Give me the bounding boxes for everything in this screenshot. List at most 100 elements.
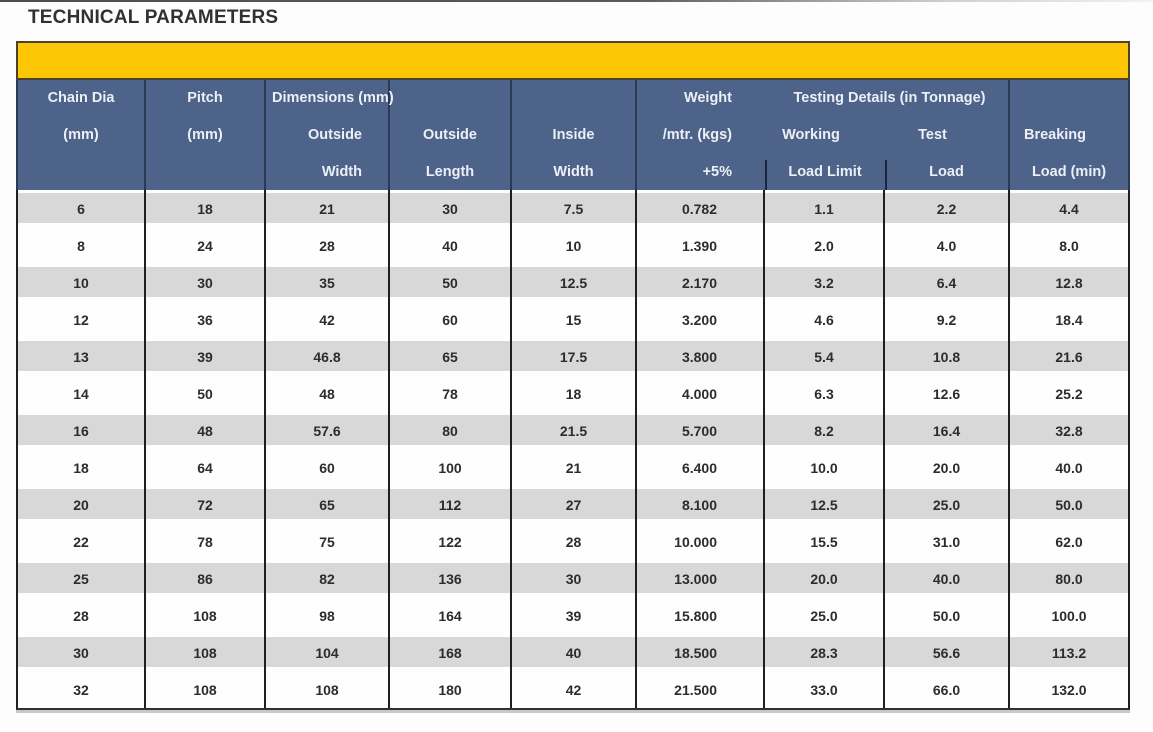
table-cell: 9.2 xyxy=(885,301,1010,338)
table-cell: 30 xyxy=(512,560,637,597)
table-cell: 1.1 xyxy=(765,190,885,227)
table-row-8: 18 64 60 100 21 6.400 10.0 20.0 40.0 xyxy=(18,449,1128,486)
table-cell: 28 xyxy=(266,227,390,264)
header-cell-col9: Breaking Load (min) xyxy=(1010,80,1128,190)
table-cell: 32.8 xyxy=(1010,412,1128,449)
header-label: Outside xyxy=(423,127,477,143)
table-cell: 112 xyxy=(390,486,512,523)
table-cell: 6.4 xyxy=(885,264,1010,301)
table-cell: 6.3 xyxy=(765,375,885,412)
header-label: Width xyxy=(321,163,362,180)
table-cell: 57.6 xyxy=(266,412,390,449)
header-label: Breaking xyxy=(1023,127,1087,143)
table-cell: 3.2 xyxy=(765,264,885,301)
table-row-4: 12 36 42 60 15 3.200 4.6 9.2 18.4 xyxy=(18,301,1128,338)
table-cell: 113.2 xyxy=(1010,634,1128,671)
header-label: Length xyxy=(425,163,475,180)
table-cell: 16.4 xyxy=(885,412,1010,449)
table-cell: 8.2 xyxy=(765,412,885,449)
table-cell: 25 xyxy=(18,560,146,597)
table-cell: 13 xyxy=(18,338,146,375)
table-cell: 50 xyxy=(390,264,512,301)
header-label: Load xyxy=(929,163,964,180)
header-label: Inside xyxy=(552,127,595,143)
table-cell: 8 xyxy=(18,227,146,264)
table-cell: 42 xyxy=(266,301,390,338)
header-label: Outside xyxy=(308,127,362,143)
header-label xyxy=(18,153,144,190)
top-rule xyxy=(0,0,1153,2)
table-cell: 39 xyxy=(146,338,266,375)
table-cell: 17.5 xyxy=(512,338,637,375)
table-row-14: 32 108 108 180 42 21.500 33.0 66.0 132.0 xyxy=(18,671,1128,708)
table-cell: 2.170 xyxy=(637,264,765,301)
table-cell: 7.5 xyxy=(512,190,637,227)
header-label: Chain Dia xyxy=(47,90,115,107)
table-cell: 108 xyxy=(266,671,390,708)
table-cell: 3.200 xyxy=(637,301,765,338)
table-cell: 42 xyxy=(512,671,637,708)
header-label: Load (min) xyxy=(1031,163,1107,180)
table-cell: 78 xyxy=(146,523,266,560)
table-cell: 48 xyxy=(266,375,390,412)
table-cell: 35 xyxy=(266,264,390,301)
table-cell: 50.0 xyxy=(1010,486,1128,523)
header-label: /mtr. (kgs) xyxy=(662,127,732,143)
table-cell: 20.0 xyxy=(765,560,885,597)
table-cell: 20.0 xyxy=(885,449,1010,486)
table-cell: 3.800 xyxy=(637,338,765,375)
table-cell: 65 xyxy=(390,338,512,375)
table-cell: 21 xyxy=(512,449,637,486)
table-cell: 16 xyxy=(18,412,146,449)
table-cell: 21 xyxy=(266,190,390,227)
table-cell: 100 xyxy=(390,449,512,486)
table-cell: 104 xyxy=(266,634,390,671)
table-row-10: 22 78 75 122 28 10.000 15.5 31.0 62.0 xyxy=(18,523,1128,560)
table-cell: 13.000 xyxy=(637,560,765,597)
table-cell: 33.0 xyxy=(765,671,885,708)
header-label xyxy=(512,80,635,117)
table-cell: 22 xyxy=(18,523,146,560)
table-cell: 25.0 xyxy=(885,486,1010,523)
table-cell: 6.400 xyxy=(637,449,765,486)
header-label: Width xyxy=(553,163,594,180)
header-cell-col2: Pitch (mm) xyxy=(146,80,266,190)
table-cell: 132.0 xyxy=(1051,681,1087,698)
table-cell: 30 xyxy=(390,190,512,227)
table-cell: 12.5 xyxy=(512,264,637,301)
table-cell: 168 xyxy=(390,634,512,671)
technical-parameters-table: Dimensions (mm) Testing Details (in Tonn… xyxy=(16,41,1130,710)
table-cell: 98 xyxy=(266,597,390,634)
header-label xyxy=(390,80,510,117)
table-cell: 86 xyxy=(146,560,266,597)
table-cell: 1.390 xyxy=(637,227,765,264)
group-header-testing-details: Testing Details (in Tonnage) xyxy=(793,90,986,106)
table-cell: 20 xyxy=(18,486,146,523)
table-cell: 10.000 xyxy=(637,523,765,560)
header-label: Pitch xyxy=(187,90,223,107)
header-label: Load Limit xyxy=(788,163,862,180)
header-cell-col7: Working Load Limit xyxy=(765,80,885,190)
table-cell: 66.0 xyxy=(885,671,1010,708)
header-label: Weight xyxy=(683,90,732,107)
table-cell: 24 xyxy=(146,227,266,264)
header-divider xyxy=(765,160,767,190)
header-cell-col8: Test Load xyxy=(885,80,1010,190)
table-cell: 75 xyxy=(266,523,390,560)
table-cell: 18 xyxy=(512,375,637,412)
table-cell: 50 xyxy=(146,375,266,412)
header-divider xyxy=(885,160,887,190)
table-cell: 10 xyxy=(512,227,637,264)
table-cell: 2.0 xyxy=(765,227,885,264)
table-cell: 32 xyxy=(18,671,146,708)
table-cell: 64 xyxy=(146,449,266,486)
table-cell: 15.5 xyxy=(765,523,885,560)
table-cell: 4.000 xyxy=(637,375,765,412)
table-cell: 18.4 xyxy=(1055,311,1083,328)
table-cell: 10 xyxy=(18,264,146,301)
table-cell: 46.8 xyxy=(266,338,390,375)
table-row-6: 14 50 48 78 18 4.000 6.3 12.6 25.2 xyxy=(18,375,1128,412)
table-cell: 40.0 xyxy=(1055,459,1083,476)
table-row-11: 25 86 82 136 30 13.000 20.0 40.0 80.0 xyxy=(18,560,1128,597)
